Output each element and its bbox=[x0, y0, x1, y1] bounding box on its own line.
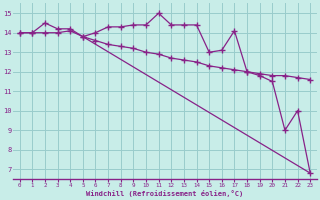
X-axis label: Windchill (Refroidissement éolien,°C): Windchill (Refroidissement éolien,°C) bbox=[86, 190, 244, 197]
